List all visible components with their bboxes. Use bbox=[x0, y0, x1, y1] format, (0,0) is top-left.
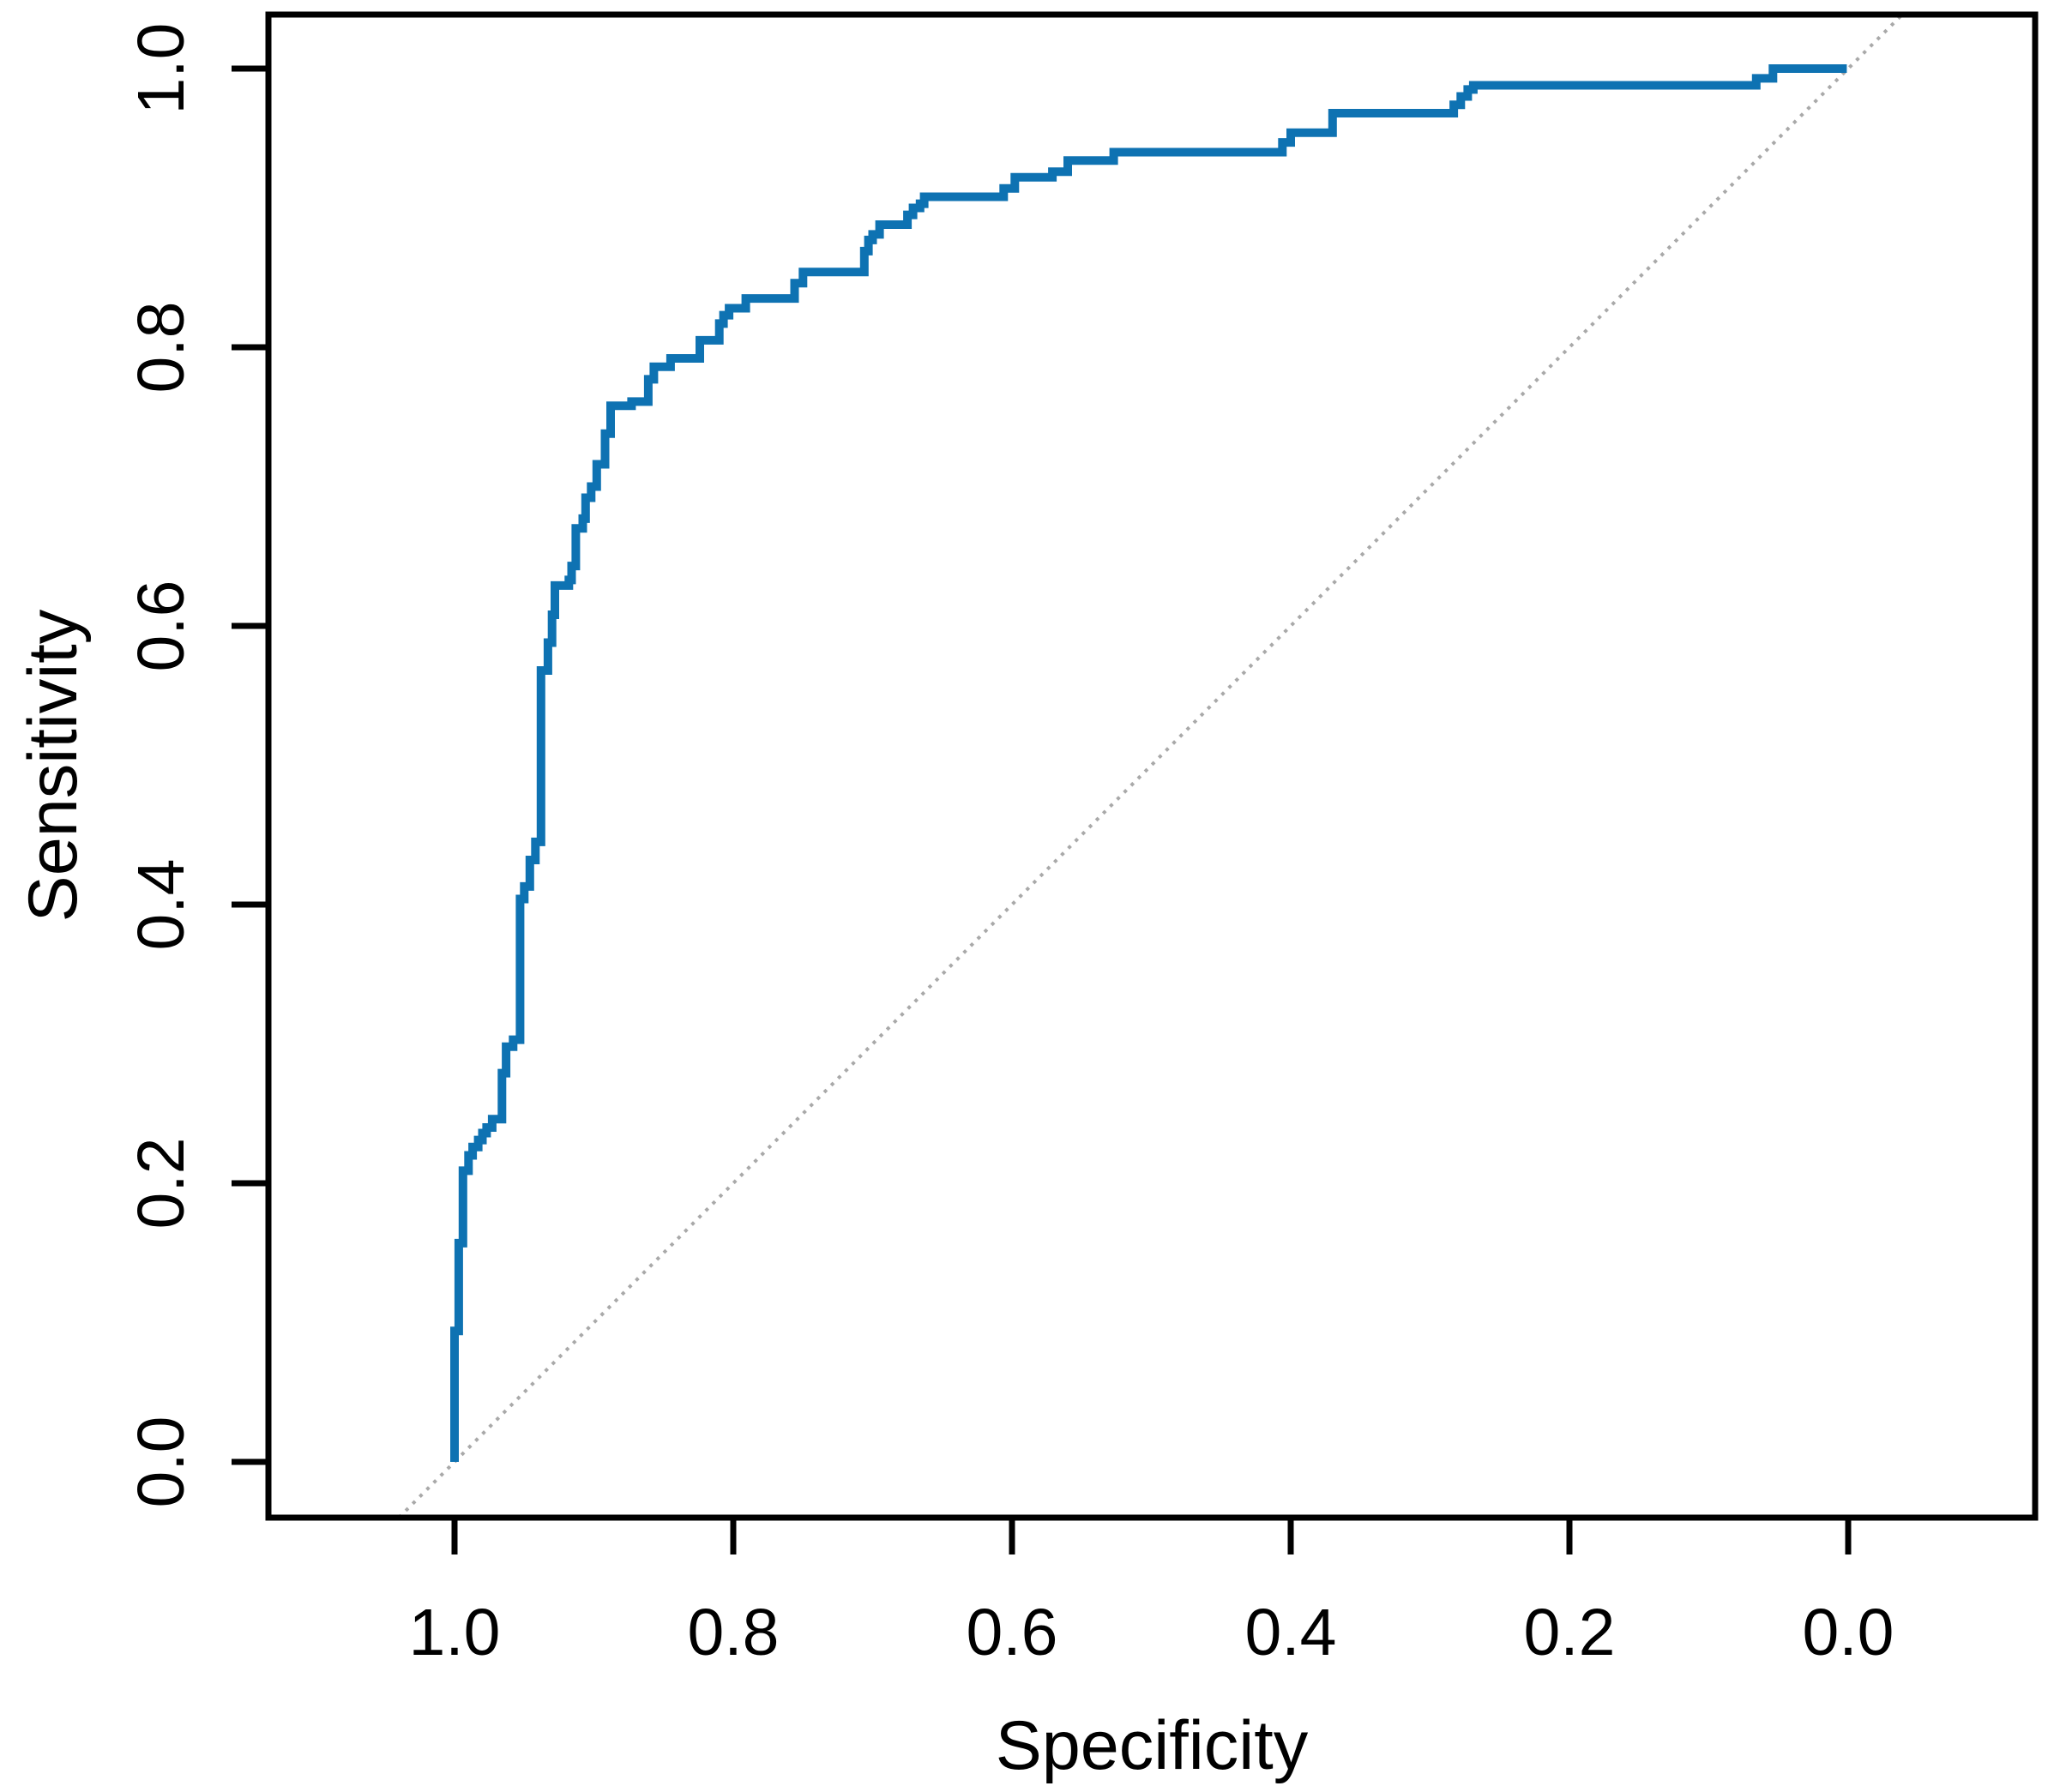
roc-curve bbox=[450, 64, 1847, 1462]
y-tick-label: 0.6 bbox=[124, 580, 198, 671]
x-tick-label: 0.0 bbox=[1802, 1596, 1894, 1669]
x-axis-tick-labels: 1.0 0.8 0.6 0.4 0.2 0.0 bbox=[408, 1596, 1894, 1669]
x-tick-label: 0.8 bbox=[687, 1596, 779, 1669]
y-axis-title: Sensitivity bbox=[15, 609, 92, 922]
x-tick-label: 0.2 bbox=[1523, 1596, 1615, 1669]
y-tick-label: 0.0 bbox=[124, 1416, 198, 1507]
y-axis-tick-labels: 0.0 0.2 0.4 0.6 0.8 1.0 bbox=[124, 22, 198, 1507]
y-tick-label: 0.4 bbox=[124, 858, 198, 950]
x-tick-label: 1.0 bbox=[408, 1596, 500, 1669]
y-tick-label: 1.0 bbox=[124, 22, 198, 114]
y-axis-ticks bbox=[232, 65, 268, 1465]
plot-box-border bbox=[265, 11, 2039, 1521]
y-tick-label: 0.2 bbox=[124, 1137, 198, 1229]
x-axis-ticks bbox=[451, 1518, 1852, 1554]
x-tick-label: 0.6 bbox=[966, 1596, 1057, 1669]
x-axis-title: Specificity bbox=[996, 1707, 1309, 1784]
x-tick-label: 0.4 bbox=[1244, 1596, 1336, 1669]
y-tick-label: 0.8 bbox=[124, 301, 198, 393]
